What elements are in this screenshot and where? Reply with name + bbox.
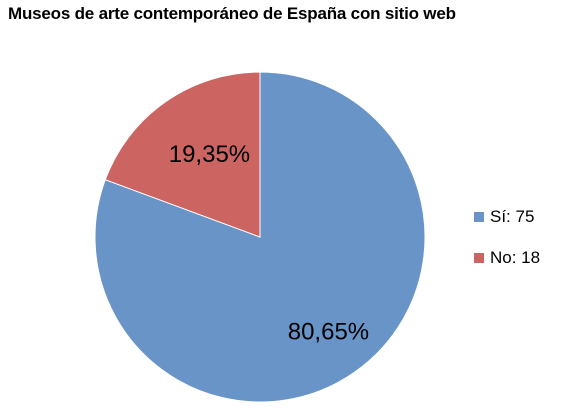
- slice-label-no: 19,35%: [169, 141, 250, 168]
- legend-label-si: Sí: 75: [490, 207, 535, 226]
- legend-item-no: No: 18: [474, 247, 540, 269]
- legend-label-no: No: 18: [490, 248, 541, 267]
- slice-label-si: 80,65%: [288, 318, 369, 345]
- chart-title: Museos de arte contemporáneo de España c…: [8, 4, 456, 23]
- legend-swatch-si: [474, 212, 484, 222]
- legend-swatch-no: [474, 253, 484, 263]
- legend-item-si: Sí: 75: [474, 206, 540, 228]
- chart-legend: Sí: 75 No: 18: [474, 206, 540, 288]
- pie-slice-no: [104, 71, 261, 238]
